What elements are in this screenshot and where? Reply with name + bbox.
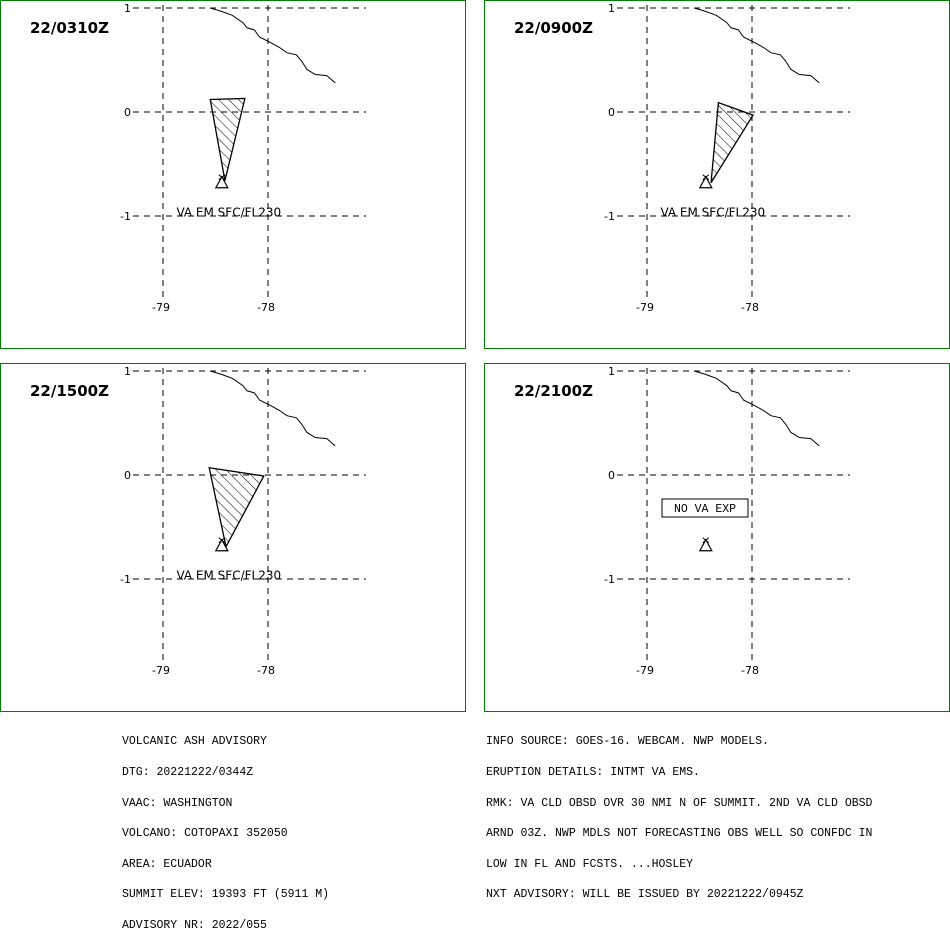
latitude-tick-label: -1 [604,210,615,223]
forecast-panel-0900z: 1 0 -1 -79 -78 22/0900Z VA EM SFC/FL230 [484,0,950,349]
volcano-icon [214,174,229,189]
advisory-next: NXT ADVISORY: WILL BE ISSUED BY 20221222… [486,888,804,902]
coastline [210,7,336,84]
advisory-header-block: VOLCANIC ASH ADVISORY DTG: 20221222/0344… [122,717,329,941]
panel-border [0,0,466,349]
latitude-tick-label: 1 [124,2,131,15]
ash-cloud-polygon [208,466,265,549]
advisory-remarks-line-3: LOW IN FL AND FCSTS. ...HOSLEY [486,857,694,871]
longitude-tick-label: -78 [257,301,275,314]
longitude-tick-label: -78 [257,664,275,677]
longitude-tick-label: -79 [636,664,654,677]
panel-border [0,363,466,712]
emission-label: VA EM SFC/FL230 [176,569,281,583]
advisory-number: ADVISORY NR: 2022/055 [122,918,267,932]
volcano-icon [698,537,713,552]
latitude-tick-label: 1 [124,365,131,378]
latitude-tick-label: 1 [608,365,615,378]
advisory-details-block: INFO SOURCE: GOES-16. WEBCAM. NWP MODELS… [486,717,872,911]
longitude-tick-label: -78 [741,301,759,314]
emission-label: VA EM SFC/FL230 [660,206,765,220]
latitude-tick-label: -1 [604,573,615,586]
advisory-summit-elev: SUMMIT ELEV: 19393 FT (5911 M) [122,888,330,902]
no-ash-box [661,498,749,518]
longitude-tick-label: -79 [636,301,654,314]
latitude-tick-label: -1 [120,210,131,223]
forecast-time-label: 22/0310Z [30,19,109,37]
longitude-tick-label: -78 [741,664,759,677]
advisory-area: AREA: ECUADOR [122,857,212,871]
advisory-vaac: VAAC: WASHINGTON [122,796,233,810]
coastline [210,370,336,447]
advisory-volcano: VOLCANO: COTOPAXI 352050 [122,827,288,841]
advisory-eruption-details: ERUPTION DETAILS: INTMT VA EMS. [486,766,700,779]
ash-cloud-polygon [209,97,246,181]
forecast-panel-2100z: 1 0 -1 -79 -78 22/2100Z NO VA EXP [484,363,950,712]
latitude-tick-label: 0 [608,106,615,119]
forecast-panel-0310z: 1 0 -1 -79 -78 22/0310Z VA EM SFC/FL230 [0,0,466,349]
coastline [694,7,820,84]
forecast-time-label: 22/2100Z [514,382,593,400]
ash-cloud-polygon [710,101,755,184]
panel-border [484,0,950,349]
advisory-info-source: INFO SOURCE: GOES-16. WEBCAM. NWP MODELS… [486,735,769,749]
forecast-time-label: 22/1500Z [30,382,109,400]
longitude-tick-label: -79 [152,301,170,314]
forecast-panel-1500z: 1 0 -1 -79 -78 22/1500Z VA EM SFC/FL230 [0,363,466,712]
volcano-icon [698,174,713,189]
longitude-tick-label: -79 [152,664,170,677]
coastline [694,370,820,447]
volcano-icon [214,537,229,552]
advisory-dtg: DTG: 20221222/0344Z [122,766,254,779]
latitude-tick-label: 0 [608,469,615,482]
panel-border [484,363,950,712]
latitude-tick-label: -1 [120,573,131,586]
latitude-tick-label: 1 [608,2,615,15]
advisory-remarks-line-2: ARND 03Z. NWP MDLS NOT FORECASTING OBS W… [486,827,873,841]
latitude-tick-label: 0 [124,106,131,119]
advisory-map-grid: 1 0 -1 -79 -78 22/0310Z VA EM SFC/FL230 1 0 -1 -7… [0,0,950,712]
advisory-remarks-line-1: RMK: VA CLD OBSD OVR 30 NMI N OF SUMMIT.… [486,796,873,810]
advisory-title: VOLCANIC ASH ADVISORY [122,735,267,749]
forecast-time-label: 22/0900Z [514,19,593,37]
latitude-tick-label: 0 [124,469,131,482]
emission-label: VA EM SFC/FL230 [176,206,281,220]
no-ash-label: NO VA EXP [674,503,736,516]
